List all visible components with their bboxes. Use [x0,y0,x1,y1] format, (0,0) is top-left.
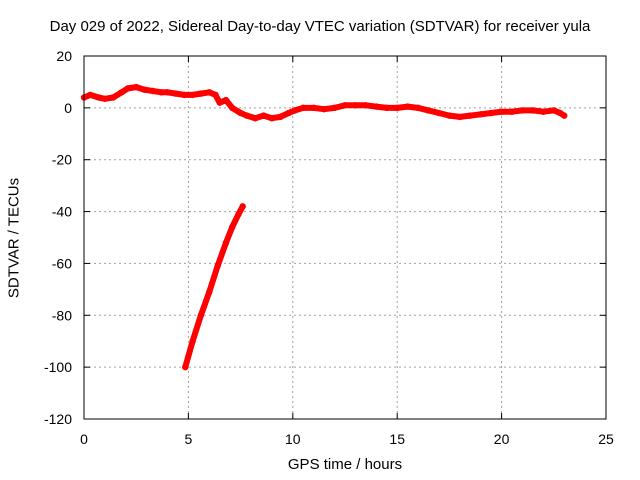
data-point [487,109,495,117]
data-point [189,91,196,99]
data-point [300,104,307,112]
data-point [352,102,359,109]
data-point [425,107,432,114]
data-point [320,105,328,113]
data-point [133,83,140,91]
data-point [529,107,537,114]
data-point [235,210,242,218]
data-point [164,89,171,96]
data-point [206,89,213,96]
data-point [172,90,180,97]
y-tick-label: -40 [52,204,72,220]
data-point [435,109,443,117]
data-point [467,112,474,119]
data-point [141,86,148,93]
data-point [182,363,189,371]
x-axis-label: GPS time / hours [287,456,403,473]
data-point [239,203,246,210]
data-point [212,91,219,99]
data-point [456,113,464,121]
data-point [181,91,188,99]
x-tick-label: 5 [185,431,193,447]
data-point [498,108,505,115]
data-point [158,89,165,96]
data-point [362,102,370,109]
plot-background [84,56,606,419]
data-point [291,107,299,114]
data-point [95,94,102,101]
data-point [118,89,125,96]
data-point [540,108,547,115]
data-point [446,112,453,119]
data-point [260,112,267,119]
data-point [383,104,390,112]
data-point [197,90,205,97]
data-point [149,87,157,95]
y-tick-label: -100 [44,359,72,375]
y-tick-label: -80 [52,307,72,323]
data-point [229,104,236,112]
chart-title: Day 029 of 2022, Sidereal Day-to-day VTE… [49,18,591,35]
x-tick-label: 25 [598,431,614,447]
x-tick-label: 20 [494,431,510,447]
data-point [222,239,230,246]
data-point [214,262,221,270]
data-series [80,83,568,371]
data-point [237,109,244,117]
data-point [252,115,259,122]
x-tick-label: 15 [389,431,405,447]
data-point [101,95,109,102]
data-point [110,94,117,101]
data-point [285,109,292,117]
data-point [331,104,338,112]
data-point [268,115,276,122]
y-tick-label: -120 [44,411,72,427]
data-point [216,99,223,106]
data-point [229,223,236,231]
data-point [477,111,484,118]
x-tick-label: 0 [80,431,88,447]
data-point [561,112,568,119]
data-point [414,104,422,112]
data-point [550,107,557,114]
data-point [341,102,349,109]
y-tick-label: -20 [52,152,72,168]
data-point [508,108,516,115]
data-point [310,104,317,112]
data-point [404,103,411,110]
data-point [124,85,132,92]
data-point [87,91,94,99]
data-point [373,103,380,110]
y-tick-label: 0 [64,100,72,116]
data-point [394,104,401,112]
y-tick-label: -60 [52,255,72,271]
data-point [222,96,230,104]
data-point [189,338,196,345]
y-tick-label: 20 [56,48,72,64]
x-tick-label: 10 [285,431,301,447]
y-axis-label: SDTVAR / TECUs [5,177,23,299]
data-point [206,288,213,296]
data-point [243,112,251,119]
ticks: 0 5 10 15 20 25 20 0 -20 -40 -60 -80 -100 -120 [44,48,614,447]
data-point [519,107,526,114]
data-point [197,312,205,319]
plot-frame [83,55,607,420]
data-point [277,113,284,121]
